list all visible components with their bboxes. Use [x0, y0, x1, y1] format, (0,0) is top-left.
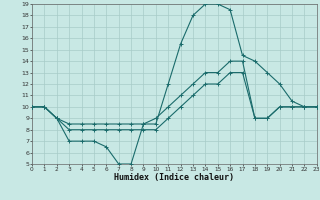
X-axis label: Humidex (Indice chaleur): Humidex (Indice chaleur)	[115, 173, 234, 182]
